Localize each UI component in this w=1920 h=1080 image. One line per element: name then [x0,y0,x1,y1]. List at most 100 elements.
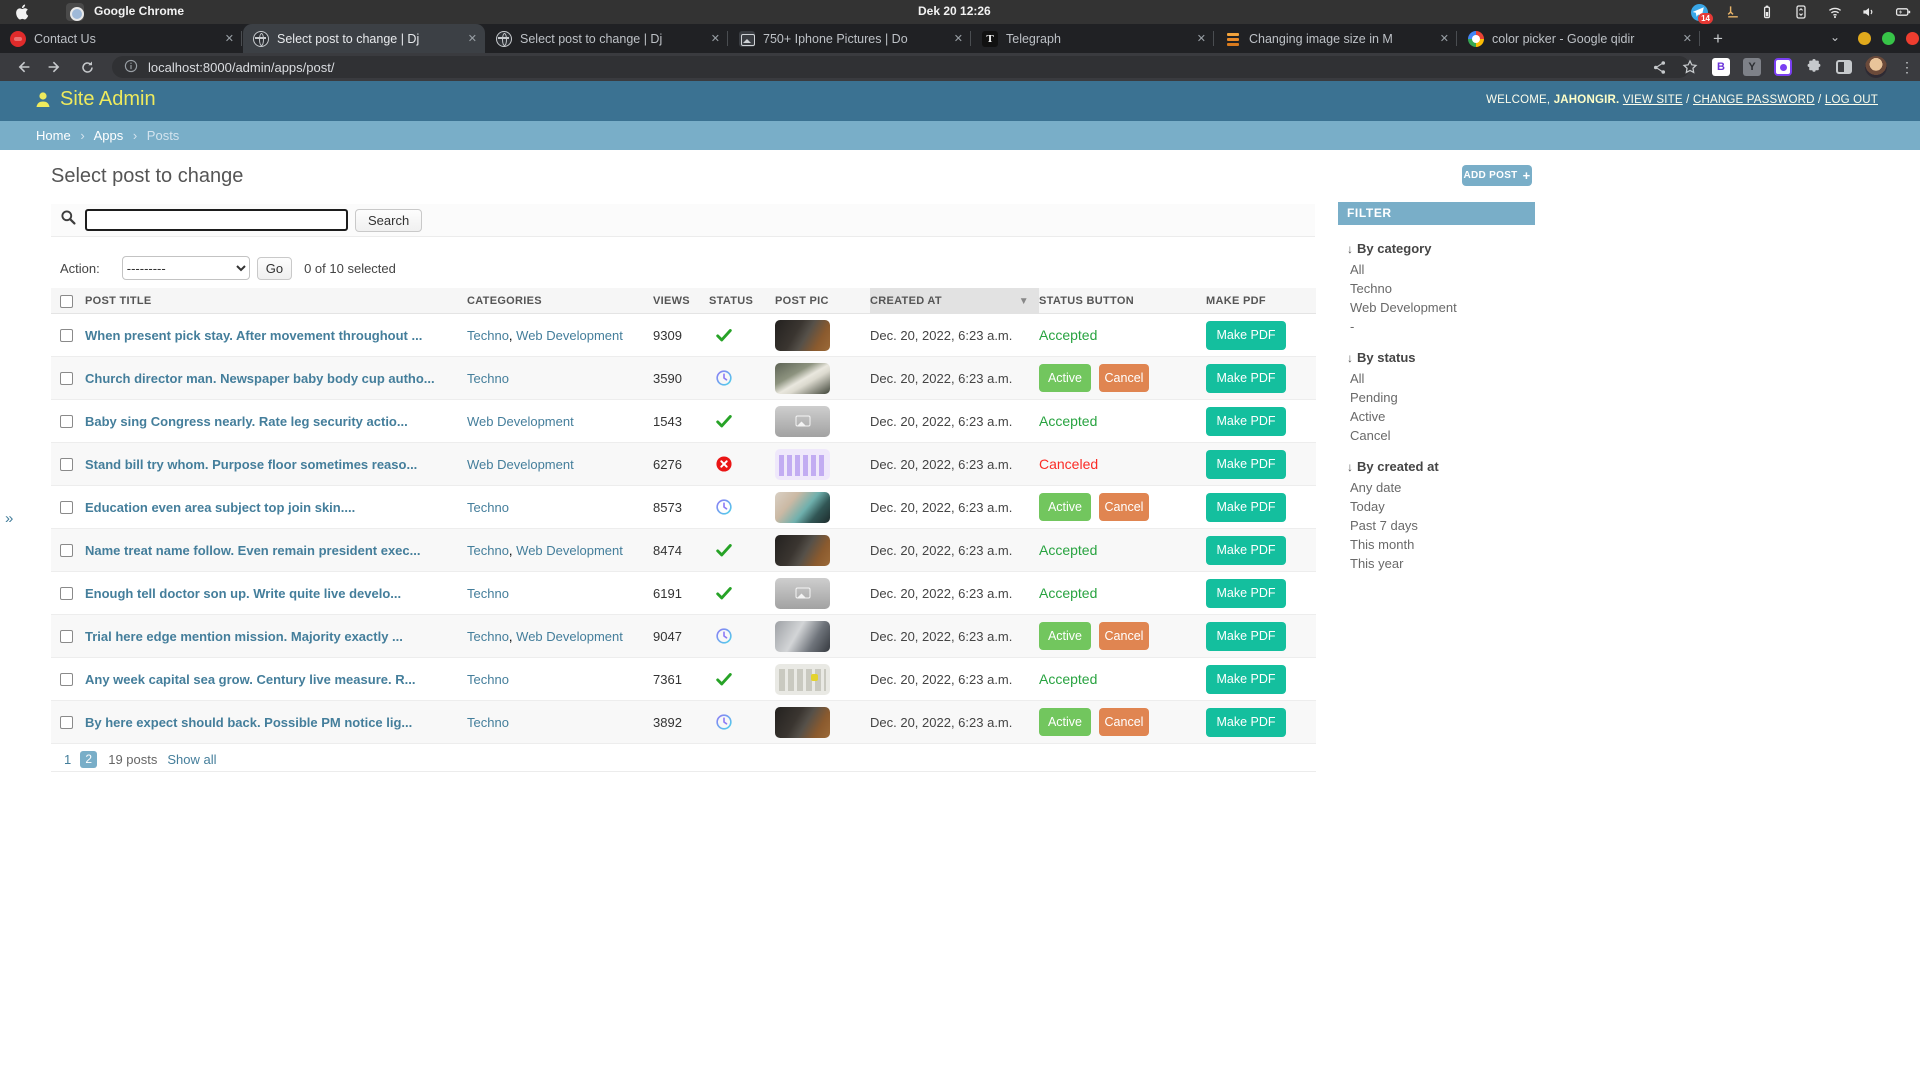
tab-close-icon[interactable]: ✕ [710,33,720,45]
post-title-link[interactable]: Church director man. Newspaper baby body… [85,370,435,386]
browser-tab[interactable]: Changing image size in M ✕ [1215,24,1457,53]
row-checkbox[interactable] [60,586,73,600]
category-link[interactable]: Web Development [516,542,623,558]
site-info-icon[interactable] [124,59,138,76]
phone-sync-icon[interactable] [1792,3,1810,21]
browser-tab[interactable]: Select post to change | Dj ✕ [486,24,728,53]
new-tab-button[interactable]: + [1713,29,1723,48]
view-site-link[interactable]: VIEW SITE [1622,94,1683,106]
post-thumbnail[interactable] [775,620,830,652]
row-checkbox[interactable] [60,715,73,729]
post-title-link[interactable]: By here expect should back. Possible PM … [85,714,413,730]
category-link[interactable]: Techno [467,585,509,601]
filter-link[interactable]: This month [1350,537,1415,552]
column-header[interactable]: POST PIC [775,295,829,307]
extension-y-icon[interactable]: Y [1743,58,1761,76]
browser-tab[interactable]: T Telegraph ✕ [972,24,1214,53]
category-link[interactable]: Techno [467,499,509,515]
row-checkbox[interactable] [60,414,73,428]
make-pdf-button[interactable]: Make PDF [1206,578,1286,608]
show-all-link[interactable]: Show all [167,751,217,767]
filter-link[interactable]: Cancel [1350,428,1391,443]
make-pdf-button[interactable]: Make PDF [1206,664,1286,694]
active-button[interactable]: Active [1039,364,1091,392]
cancel-button[interactable]: Cancel [1099,364,1149,392]
tab-close-icon[interactable]: ✕ [1682,33,1692,45]
apple-logo-icon[interactable] [14,3,32,21]
cancel-button[interactable]: Cancel [1099,708,1149,736]
share-icon[interactable] [1650,58,1668,76]
cancel-button[interactable]: Cancel [1099,493,1149,521]
post-thumbnail[interactable] [775,319,830,351]
filter-link[interactable]: Techno [1350,281,1392,296]
filter-link[interactable]: - [1350,319,1355,334]
column-header[interactable]: CATEGORIES [467,295,542,307]
post-thumbnail[interactable] [775,362,830,394]
row-checkbox[interactable] [60,457,73,471]
category-link[interactable]: Techno [467,542,509,558]
browser-menu-icon[interactable]: ⋮ [1900,58,1914,75]
category-link[interactable]: Techno [467,671,509,687]
post-title-link[interactable]: Any week capital sea grow. Century live … [85,671,416,687]
row-checkbox[interactable] [60,328,73,342]
wifi-icon[interactable] [1826,3,1844,21]
post-thumbnail[interactable] [775,448,830,480]
browser-tab[interactable]: 750+ Iphone Pictures | Do ✕ [729,24,971,53]
row-checkbox[interactable] [60,672,73,686]
make-pdf-button[interactable]: Make PDF [1206,707,1286,737]
category-link[interactable]: Web Development [467,456,574,472]
window-minimize-button[interactable] [1858,32,1871,45]
category-link[interactable]: Techno [467,327,509,343]
column-header[interactable]: MAKE PDF [1206,295,1266,307]
post-thumbnail[interactable] [775,577,830,609]
sidebar-expand-toggle[interactable]: » [5,510,14,527]
category-link[interactable]: Techno [467,628,509,644]
make-pdf-button[interactable]: Make PDF [1206,406,1286,436]
column-header[interactable]: POST TITLE [85,295,152,307]
forward-button[interactable] [44,56,66,78]
post-thumbnail[interactable] [775,706,830,738]
url-text[interactable]: localhost:8000/admin/apps/post/ [148,59,335,75]
tab-close-icon[interactable]: ✕ [1439,33,1449,45]
column-header[interactable]: VIEWS [653,295,690,307]
sort-descending-icon[interactable]: ▼ [1018,295,1029,307]
site-brand[interactable]: Site Admin [33,88,156,111]
post-title-link[interactable]: Name treat name follow. Even remain pres… [85,542,421,558]
post-title-link[interactable]: Enough tell doctor son up. Write quite l… [85,585,402,601]
filter-link[interactable]: Web Development [1350,300,1457,315]
make-pdf-button[interactable]: Make PDF [1206,535,1286,565]
make-pdf-button[interactable]: Make PDF [1206,621,1286,651]
row-checkbox[interactable] [60,500,73,514]
page-1-link[interactable]: 1 [64,751,72,767]
select-all-checkbox[interactable] [60,294,73,308]
filter-link[interactable]: Today [1350,499,1385,514]
tab-close-icon[interactable]: ✕ [953,33,963,45]
make-pdf-button[interactable]: Make PDF [1206,449,1286,479]
category-link[interactable]: Techno [467,714,509,730]
category-link[interactable]: Web Development [516,628,623,644]
post-title-link[interactable]: Trial here edge mention mission. Majorit… [85,628,403,644]
filter-link[interactable]: All [1350,371,1365,386]
post-thumbnail[interactable] [775,491,830,523]
window-maximize-button[interactable] [1882,32,1895,45]
browser-tab[interactable]: color picker - Google qidir ✕ [1458,24,1700,53]
breadcrumb-home-link[interactable]: Home [36,128,71,143]
tab-close-icon[interactable]: ✕ [224,33,234,45]
page-2-current[interactable]: 2 [80,750,98,768]
post-title-link[interactable]: Stand bill try whom. Purpose floor somet… [85,456,418,472]
extension-b-icon[interactable]: B [1712,58,1730,76]
change-password-link[interactable]: CHANGE PASSWORD [1692,94,1815,106]
category-link[interactable]: Techno [467,370,509,386]
cancel-button[interactable]: Cancel [1099,622,1149,650]
column-header[interactable]: STATUS [709,295,754,307]
make-pdf-button[interactable]: Make PDF [1206,492,1286,522]
active-button[interactable]: Active [1039,708,1091,736]
browser-tab[interactable]: Select post to change | Dj ✕ [243,24,485,53]
category-link[interactable]: Web Development [467,413,574,429]
go-button[interactable]: Go [256,256,293,280]
chrome-app-icon[interactable] [66,3,84,21]
filter-link[interactable]: Pending [1350,390,1398,405]
category-link[interactable]: Web Development [516,327,623,343]
tab-search-chevron-icon[interactable]: ⌄ [1830,30,1841,44]
filter-link[interactable]: All [1350,262,1365,277]
